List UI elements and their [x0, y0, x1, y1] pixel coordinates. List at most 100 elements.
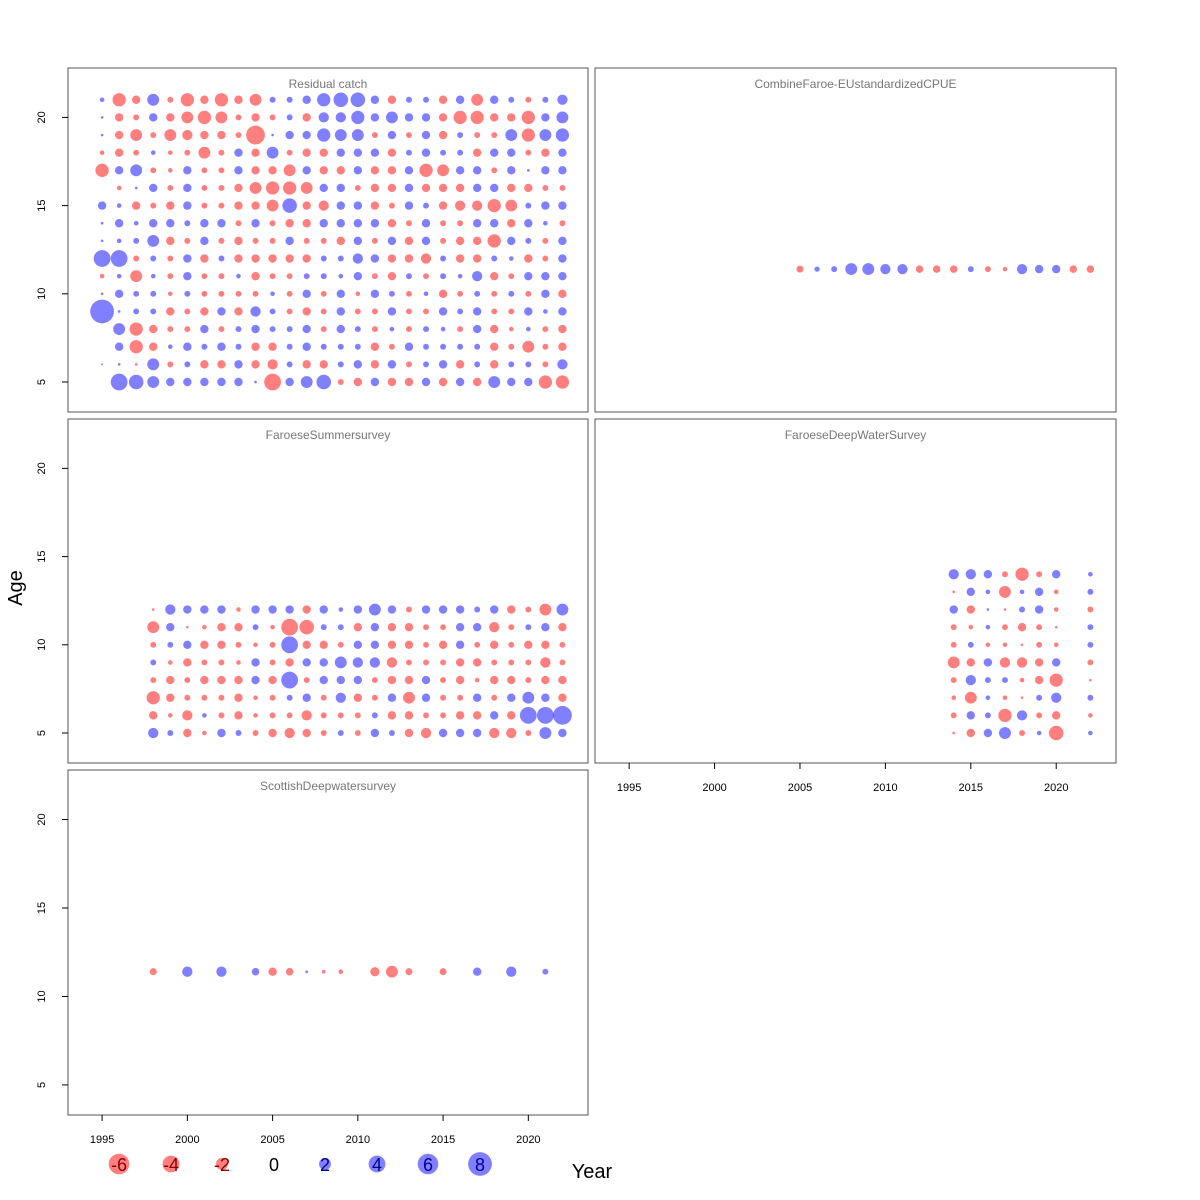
residual-bubble — [404, 342, 414, 351]
residual-bubble — [269, 308, 276, 315]
residual-bubble — [525, 730, 532, 736]
residual-bubble — [166, 201, 175, 210]
residual-bubble — [455, 640, 465, 650]
residual-bubble — [985, 589, 991, 595]
residual-bubble — [490, 324, 499, 334]
residual-bubble — [999, 657, 1011, 668]
residual-bubble — [558, 307, 567, 316]
residual-bubble — [508, 361, 515, 368]
residual-bubble — [302, 113, 311, 122]
residual-bubble — [404, 166, 414, 175]
residual-bubble — [236, 273, 241, 279]
residual-bubble — [371, 132, 378, 139]
residual-bubble — [1016, 710, 1028, 721]
residual-bubble — [218, 149, 225, 156]
residual-bubble — [455, 605, 465, 614]
residual-bubble — [472, 622, 482, 632]
residual-bubble — [998, 708, 1012, 723]
residual-bubble — [472, 166, 482, 175]
residual-bubble — [218, 255, 225, 262]
residual-bubble — [948, 569, 959, 580]
residual-bubble — [201, 202, 208, 209]
residual-bubble — [183, 342, 192, 351]
residual-bubble — [966, 711, 976, 720]
residual-bubble — [542, 968, 549, 975]
residual-bubble — [234, 693, 243, 702]
residual-bubble — [131, 95, 141, 104]
residual-bubble — [200, 219, 209, 228]
residual-bubble — [302, 324, 311, 334]
residual-bubble — [964, 691, 977, 704]
legend-item: 0 — [269, 1155, 279, 1175]
residual-bubble — [90, 299, 114, 324]
residual-bubble — [200, 640, 209, 650]
residual-bubble — [831, 266, 838, 273]
residual-bubble — [131, 201, 141, 210]
residual-bubble — [149, 711, 158, 720]
residual-bubble — [1001, 624, 1008, 631]
residual-bubble — [251, 675, 260, 685]
residual-bubble — [184, 237, 191, 244]
residual-bubble — [147, 93, 160, 106]
residual-bubble — [355, 291, 361, 297]
residual-bubble — [796, 265, 804, 273]
residual-bubble — [184, 694, 191, 701]
residual-bubble — [457, 132, 464, 139]
residual-bubble — [421, 693, 431, 702]
residual-bubble — [421, 148, 431, 157]
residual-bubble — [491, 659, 498, 666]
residual-bubble — [438, 728, 448, 738]
residual-bubble — [353, 201, 363, 210]
residual-bubble — [421, 605, 431, 614]
residual-bubble — [1036, 712, 1043, 719]
residual-bubble — [283, 164, 296, 177]
residual-bubble — [217, 342, 226, 351]
residual-bubble — [133, 237, 140, 244]
residual-bubble — [507, 113, 516, 122]
residual-bubble — [440, 624, 447, 631]
residual-bubble — [472, 324, 482, 334]
residual-bubble — [133, 149, 140, 156]
residual-bubble — [251, 113, 260, 122]
residual-bubble — [421, 675, 431, 685]
residual-bubble — [320, 308, 327, 315]
residual-bubble — [508, 641, 515, 648]
residual-bubble — [149, 113, 158, 122]
residual-bubble — [539, 603, 552, 616]
residual-bubble — [370, 183, 380, 193]
residual-bubble — [286, 361, 293, 368]
residual-bubble — [336, 183, 345, 193]
residual-bubble — [559, 220, 566, 227]
residual-bubble — [251, 166, 260, 175]
residual-bubble — [184, 677, 191, 684]
residual-bubble — [507, 377, 516, 387]
residual-bubble — [387, 148, 397, 157]
residual-bubble — [490, 271, 499, 281]
residual-bubble — [319, 360, 328, 369]
residual-bubble — [184, 149, 191, 156]
residual-bubble — [1053, 607, 1059, 612]
residual-bubble — [438, 307, 448, 316]
residual-bubble — [302, 148, 311, 157]
residual-bubble — [268, 728, 277, 738]
residual-bubble — [455, 711, 465, 720]
residual-bubble — [553, 705, 572, 725]
residual-bubble — [524, 183, 533, 193]
residual-bubble — [521, 128, 535, 142]
residual-bubble — [472, 148, 482, 157]
residual-bubble — [116, 273, 122, 279]
residual-bubble — [130, 270, 143, 283]
residual-bubble — [522, 340, 535, 353]
residual-bubble — [150, 167, 157, 174]
residual-bubble — [201, 273, 208, 280]
residual-bubble — [406, 606, 412, 613]
residual-bubble — [1017, 622, 1027, 632]
residual-bubble — [167, 291, 173, 297]
residual-bubble — [406, 659, 412, 666]
residual-bubble — [455, 728, 465, 738]
residual-bubble — [302, 130, 311, 140]
residual-bubble — [217, 219, 226, 228]
residual-bubble — [200, 377, 209, 387]
residual-bubble — [302, 640, 311, 650]
residual-bubble — [335, 692, 346, 703]
